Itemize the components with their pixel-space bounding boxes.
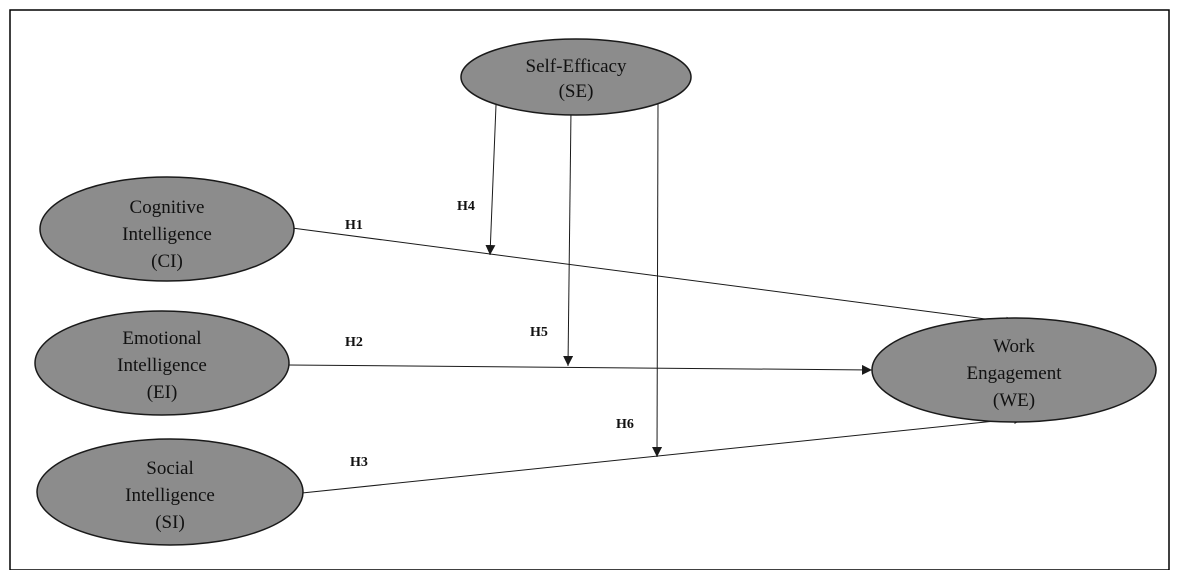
node-ci-line3: (CI) [151, 251, 183, 272]
edge-se-h6 [652, 101, 663, 458]
hypothesis-label-h3: H3 [350, 455, 368, 470]
hypothesis-label-h4: H4 [457, 199, 475, 214]
node-ci-line1: Cognitive [130, 197, 205, 218]
edge-se-h4 [485, 104, 497, 256]
edge-ei-we [287, 364, 873, 375]
node-si-line3: (SI) [155, 512, 185, 533]
node-se-line2: (SE) [559, 81, 594, 102]
node-si-line1: Social [146, 458, 194, 479]
hypothesis-label-h6: H6 [616, 417, 634, 432]
node-self-efficacy: Self-Efficacy (SE) [460, 38, 692, 116]
node-we-line3: (WE) [993, 390, 1035, 411]
edge-ci-we [291, 227, 1017, 327]
node-we-line2: Engagement [967, 363, 1063, 384]
node-ei-line3: (EI) [147, 382, 178, 403]
node-work-engagement: Work Engagement (WE) [871, 317, 1157, 423]
node-si-line2: Intelligence [125, 485, 215, 506]
node-ei-line2: Intelligence [117, 355, 207, 376]
node-ei-line1: Emotional [122, 328, 201, 349]
edge-se-h5 [563, 109, 574, 367]
node-ci-line2: Intelligence [122, 224, 212, 245]
hypothesis-label-h1: H1 [345, 218, 363, 233]
node-social-intelligence: Social Intelligence (SI) [36, 438, 304, 546]
node-se-line1: Self-Efficacy [526, 56, 627, 77]
node-emotional-intelligence: Emotional Intelligence (EI) [34, 310, 290, 416]
hypothesis-label-h5: H5 [530, 325, 548, 340]
node-we-line1: Work [993, 336, 1035, 357]
hypothesis-label-h2: H2 [345, 335, 363, 350]
node-cognitive-intelligence: Cognitive Intelligence (CI) [39, 176, 295, 282]
edge-si-we [301, 414, 1025, 494]
